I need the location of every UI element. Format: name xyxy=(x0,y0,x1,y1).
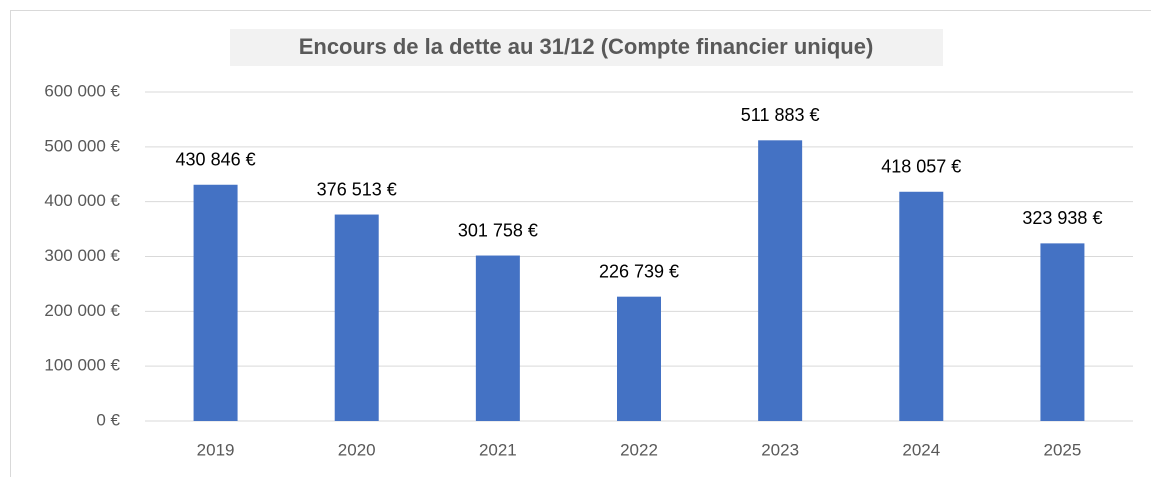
bar xyxy=(1040,243,1085,421)
value-label: 226 739 € xyxy=(599,261,679,281)
x-tick-label: 2020 xyxy=(338,440,376,459)
y-tick-label: 300 000 € xyxy=(44,246,120,265)
title-box xyxy=(230,29,943,66)
y-tick-label: 600 000 € xyxy=(44,81,120,100)
value-label: 376 513 € xyxy=(317,179,397,199)
bar xyxy=(899,191,944,421)
x-tick-label: 2023 xyxy=(761,440,799,459)
x-tick-label: 2022 xyxy=(620,440,658,459)
chart-title: Encours de la dette au 31/12 (Compte fin… xyxy=(299,34,874,59)
value-label: 301 758 € xyxy=(458,220,538,240)
bar xyxy=(758,140,803,421)
bar xyxy=(475,255,520,421)
value-label: 511 883 € xyxy=(741,105,820,125)
x-tick-label: 2021 xyxy=(479,440,517,459)
value-label: 418 057 € xyxy=(881,157,961,177)
bar xyxy=(617,296,661,421)
bar xyxy=(334,214,379,421)
y-tick-label: 400 000 € xyxy=(44,191,120,210)
y-tick-label: 500 000 € xyxy=(44,136,120,155)
value-label: 430 846 € xyxy=(176,150,256,170)
chart-border xyxy=(10,10,1151,477)
x-tick-label: 2025 xyxy=(1044,440,1082,459)
y-tick-label: 100 000 € xyxy=(44,356,120,375)
x-tick-label: 2019 xyxy=(197,440,235,459)
y-tick-label: 200 000 € xyxy=(44,301,120,320)
value-label: 323 938 € xyxy=(1022,208,1102,228)
bar xyxy=(193,184,238,421)
x-tick-label: 2024 xyxy=(902,440,940,459)
y-tick-label: 0 € xyxy=(96,410,120,429)
